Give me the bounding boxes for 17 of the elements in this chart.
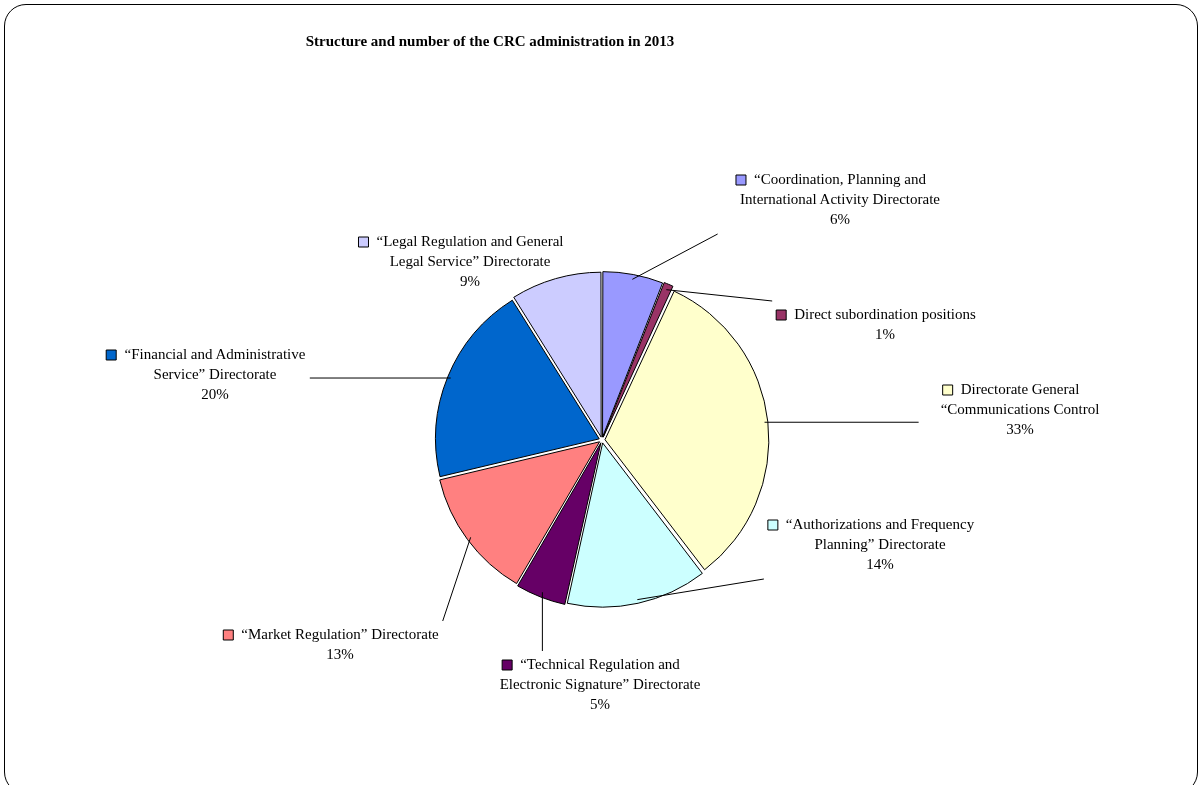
data-label: 20% [201, 385, 229, 402]
legend-label: Direct subordination positions [794, 305, 976, 322]
legend-label: “Market Regulation” Directorate [241, 625, 440, 642]
legend-label: Directorate General “Communications Control [940, 380, 1100, 417]
data-label: 33% [1006, 420, 1034, 437]
legend-label: “Authorizations and Frequency Planning” Directorate [785, 515, 975, 552]
legend-label: “Coordination, Planning and International Activity Directorate [740, 170, 941, 207]
data-label: 14% [866, 555, 894, 572]
legend-label: “Technical Regulation and Electronic Signature” Directorate [499, 655, 701, 692]
data-label: 9% [460, 272, 480, 289]
legend-label: “Legal Regulation and General Legal Service” Directorate [376, 232, 564, 269]
chart-title: Structure and number of the CRC administration in 2013 [305, 32, 675, 49]
data-label: 13% [326, 645, 354, 662]
data-label: 6% [830, 210, 850, 227]
data-label: 1% [875, 325, 895, 342]
legend-label: “Financial and Administrative Service” Directorate [124, 345, 306, 382]
data-label: 5% [590, 695, 610, 712]
